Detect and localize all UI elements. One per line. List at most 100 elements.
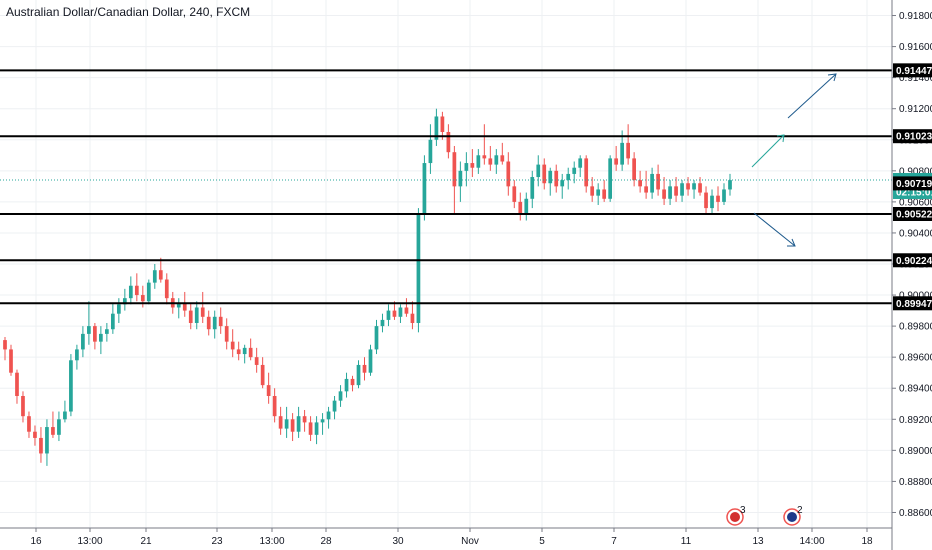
- time-axis[interactable]: 16 13:00 21 23 13:00 28 30 Nov 5 7 11 13 14:00 18: [0, 527, 892, 547]
- candle-body: [326, 411, 331, 420]
- candle-body: [194, 307, 199, 324]
- y-tick-label: 0.90400: [899, 228, 932, 239]
- candle-body: [39, 437, 43, 454]
- candle-body: [338, 391, 343, 401]
- candle-body: [374, 326, 379, 350]
- level-price-tag-label: 0.90522: [896, 209, 932, 220]
- candle-body: [434, 116, 439, 140]
- projection-arrow-up-near[interactable]: [751, 134, 785, 168]
- candle-body: [9, 349, 13, 373]
- candles: [3, 108, 732, 466]
- projection-arrow-up-far[interactable]: [787, 73, 837, 119]
- candle-body: [87, 326, 91, 334]
- y-tick-label: 0.90000: [899, 291, 932, 302]
- candle-body: [572, 167, 577, 174]
- candle-body: [710, 195, 714, 209]
- candle-body: [704, 192, 708, 209]
- candle-body: [134, 285, 139, 296]
- candle-body: [410, 313, 415, 324]
- candle-body: [698, 183, 702, 193]
- candle-body: [458, 170, 463, 187]
- candle-body: [93, 326, 97, 342]
- candle-body: [314, 422, 319, 435]
- candle-body: [236, 349, 241, 355]
- candle-body: [470, 163, 475, 168]
- candle-body: [350, 378, 355, 386]
- candle-body: [626, 142, 630, 159]
- crosshair-price-tag: [893, 176, 932, 191]
- candle-body: [308, 422, 313, 435]
- candle-body: [392, 310, 397, 317]
- candle-body: [176, 302, 181, 308]
- candle-body: [266, 385, 271, 396]
- grid: [0, 0, 892, 528]
- candle-body: [488, 158, 493, 165]
- price-axis[interactable]: 0.918000.916000.914000.912000.910000.908…: [891, 0, 932, 550]
- projection-arrows[interactable]: [751, 73, 837, 247]
- candle-body: [584, 158, 589, 187]
- candle-body: [512, 186, 517, 202]
- level-price-tag: [893, 129, 932, 144]
- candle-body: [152, 270, 157, 283]
- candle-body: [230, 341, 235, 350]
- event-badge-count: 3: [740, 505, 746, 516]
- y-tick-label: 0.89600: [899, 353, 932, 364]
- candle-body: [320, 419, 325, 423]
- y-tick-label: 0.88600: [899, 508, 932, 519]
- level-price-tag: [893, 206, 932, 221]
- candle-body: [218, 316, 223, 327]
- projection-arrowhead-up-far: [827, 73, 837, 82]
- candle-body: [200, 307, 205, 317]
- x-tick-label: 18: [861, 536, 873, 547]
- candle-body: [380, 319, 385, 327]
- x-tick-label: 21: [140, 536, 152, 547]
- candle-body: [416, 214, 421, 324]
- projection-arrowhead-up-near: [776, 134, 785, 143]
- candle-body: [63, 411, 67, 420]
- price-tags: 0.91447 0.91023 0.90522 0.90224 0.89947 0.907…: [893, 63, 932, 311]
- candle-body: [680, 183, 684, 196]
- country-flag-icon: [730, 512, 740, 522]
- candle-body: [482, 155, 487, 159]
- candle-body: [524, 198, 529, 215]
- candle-body: [506, 161, 511, 187]
- candle-body: [33, 431, 37, 438]
- level-price-tag-label: 0.89947: [896, 299, 932, 310]
- candle-body: [554, 170, 559, 187]
- candle-body: [476, 155, 481, 168]
- candle-body: [446, 132, 451, 153]
- candle-body: [260, 364, 265, 386]
- candle-body: [146, 282, 151, 302]
- candle-body: [602, 189, 607, 199]
- level-price-tag-label: 0.90224: [896, 256, 932, 267]
- candle-body: [422, 163, 427, 215]
- candle-body: [728, 180, 732, 190]
- level-price-tag: [893, 63, 932, 78]
- candle-body: [536, 164, 541, 178]
- candle-body: [542, 164, 547, 184]
- y-tick-label: 0.91600: [899, 42, 932, 53]
- candle-body: [566, 173, 571, 181]
- y-tick-label: 0.91800: [899, 11, 932, 22]
- country-flag-icon: [787, 512, 797, 522]
- candle-body: [290, 419, 295, 432]
- x-tick-label: 16: [30, 536, 42, 547]
- candle-body: [128, 285, 133, 299]
- horizontal-levels[interactable]: [0, 69, 892, 305]
- candle-body: [686, 183, 690, 190]
- candle-body: [398, 307, 403, 317]
- candle-body: [668, 186, 672, 199]
- level-price-tag-label: 0.91023: [896, 132, 932, 143]
- projection-arrowhead-down: [787, 238, 796, 247]
- candle-body: [518, 201, 523, 215]
- candle-body: [578, 158, 583, 168]
- candle-body: [386, 310, 391, 320]
- candle-body: [530, 177, 535, 199]
- candle-body: [428, 139, 433, 164]
- projection-arrow-down[interactable]: [753, 212, 796, 247]
- y-tick-label: 0.89200: [899, 415, 932, 426]
- candle-body: [614, 158, 619, 165]
- candle-body: [15, 372, 19, 396]
